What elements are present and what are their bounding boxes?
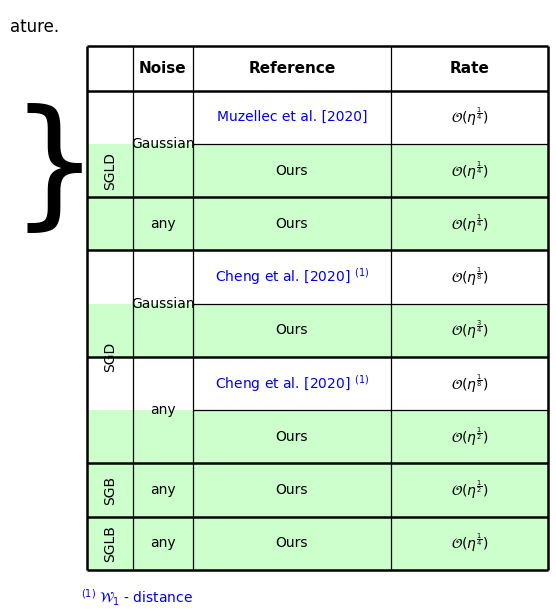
Text: ature.: ature. (10, 18, 59, 36)
Polygon shape (87, 463, 548, 517)
Text: $^{(1)}\;\mathcal{W}_1$ - distance: $^{(1)}\;\mathcal{W}_1$ - distance (81, 588, 193, 607)
Text: Ours: Ours (276, 323, 308, 337)
Text: SGLB: SGLB (103, 525, 117, 562)
Text: Rate: Rate (449, 61, 489, 76)
Text: Gaussian: Gaussian (131, 137, 195, 151)
Text: Noise: Noise (139, 61, 186, 76)
Text: any: any (150, 403, 176, 417)
Text: SGD: SGD (103, 342, 117, 372)
Polygon shape (87, 410, 548, 463)
Polygon shape (87, 197, 548, 251)
Polygon shape (87, 304, 548, 357)
Text: $\mathcal{O}(\eta^{\frac{1}{2}})$: $\mathcal{O}(\eta^{\frac{1}{2}})$ (451, 479, 488, 501)
Text: $\mathcal{O}(\eta^{\frac{1}{4}})$: $\mathcal{O}(\eta^{\frac{1}{4}})$ (451, 532, 488, 554)
Text: any: any (150, 217, 176, 231)
Text: $\mathcal{O}(\eta^{\frac{1}{8}})$: $\mathcal{O}(\eta^{\frac{1}{8}})$ (451, 266, 488, 288)
Text: }: } (9, 102, 98, 238)
Text: $\mathcal{O}(\eta^{\frac{1}{4}})$: $\mathcal{O}(\eta^{\frac{1}{4}})$ (451, 160, 488, 182)
Text: Cheng et al. [2020] $^{(1)}$: Cheng et al. [2020] $^{(1)}$ (215, 267, 369, 288)
Polygon shape (87, 46, 548, 91)
Text: any: any (150, 483, 176, 497)
Text: SGB: SGB (103, 476, 117, 505)
Polygon shape (87, 517, 548, 570)
Text: Ours: Ours (276, 536, 308, 550)
Text: Gaussian: Gaussian (131, 297, 195, 310)
Text: $\mathcal{O}(\eta^{\frac{1}{4}})$: $\mathcal{O}(\eta^{\frac{1}{4}})$ (451, 106, 488, 129)
Polygon shape (87, 91, 548, 144)
Text: $\mathcal{O}(\eta^{\frac{1}{4}})$: $\mathcal{O}(\eta^{\frac{1}{4}})$ (451, 213, 488, 235)
Text: $\mathcal{O}(\eta^{\frac{1}{8}})$: $\mathcal{O}(\eta^{\frac{1}{8}})$ (451, 372, 488, 395)
Text: Ours: Ours (276, 164, 308, 177)
Text: Muzellec et al. [2020]: Muzellec et al. [2020] (217, 110, 367, 124)
Text: Ours: Ours (276, 483, 308, 497)
Text: Ours: Ours (276, 217, 308, 231)
Text: $\mathcal{O}(\eta^{\frac{1}{2}})$: $\mathcal{O}(\eta^{\frac{1}{2}})$ (451, 426, 488, 448)
Polygon shape (87, 357, 548, 410)
Text: any: any (150, 536, 176, 550)
Text: SGLD: SGLD (103, 152, 117, 190)
Text: Ours: Ours (276, 430, 308, 444)
Text: Reference: Reference (248, 61, 335, 76)
Polygon shape (87, 144, 548, 197)
Text: Cheng et al. [2020] $^{(1)}$: Cheng et al. [2020] $^{(1)}$ (215, 373, 369, 394)
Text: $\mathcal{O}(\eta^{\frac{3}{4}})$: $\mathcal{O}(\eta^{\frac{3}{4}})$ (451, 319, 488, 341)
Polygon shape (87, 251, 548, 304)
